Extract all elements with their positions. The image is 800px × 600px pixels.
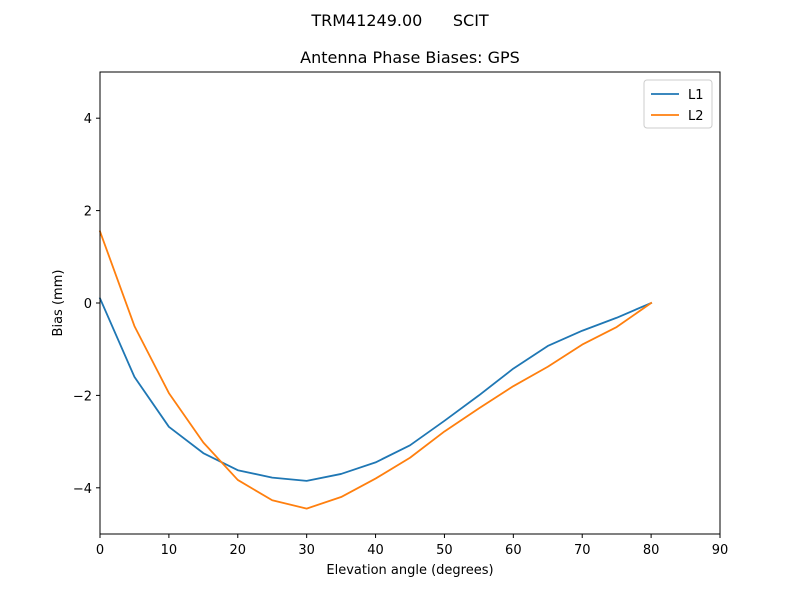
y-tick-label: −4 [73,482,92,497]
x-tick-label: 80 [643,543,660,558]
x-axis-label: Elevation angle (degrees) [326,563,493,578]
legend-label-l1: L1 [688,88,704,103]
axes: 0 10 20 30 40 50 60 70 80 90 −4 −2 0 2 4 [73,71,729,558]
x-tick-label: 40 [367,543,384,558]
x-tick-label: 0 [96,543,104,558]
series-line-l1 [98,297,653,482]
legend-label-l2: L2 [688,109,704,124]
x-tick-label: 20 [230,543,247,558]
figure-suptitle: TRM41249.00 SCIT [310,11,489,30]
y-tick-label: −2 [73,389,92,404]
series-line-l2 [98,230,653,510]
axes-frame [99,71,721,535]
x-tick-label: 10 [161,543,178,558]
y-tick-label: 2 [84,205,92,220]
plot-area [98,230,653,510]
x-tick-label: 90 [712,543,729,558]
x-tick-label: 30 [298,543,315,558]
chart-title: Antenna Phase Biases: GPS [300,48,520,67]
x-tick-label: 60 [505,543,522,558]
y-axis-label: Bias (mm) [51,270,66,337]
legend-box [643,79,713,129]
x-tick-label: 70 [574,543,591,558]
x-tick-label: 50 [436,543,453,558]
y-tick-label: 4 [84,112,92,127]
y-tick-label: 0 [84,297,92,312]
